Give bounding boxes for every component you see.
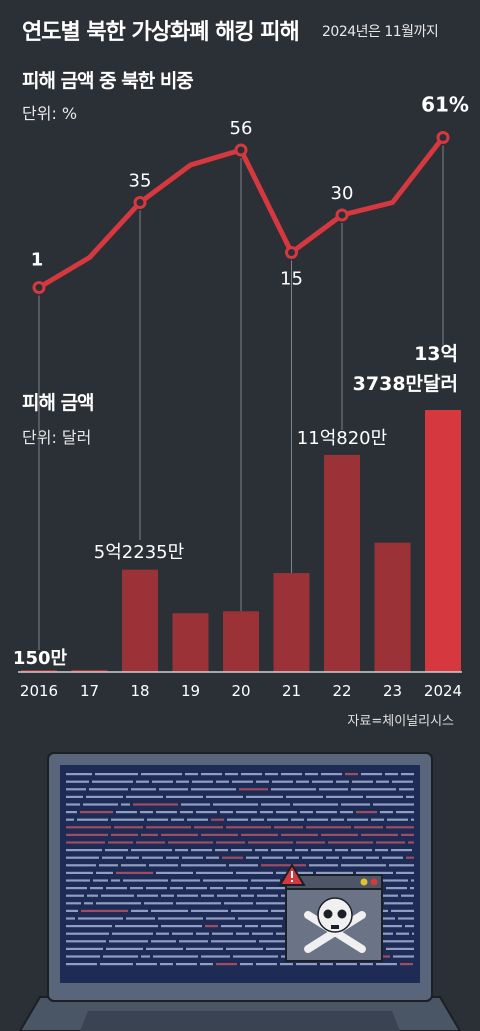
line-data-label: 61% <box>421 93 469 117</box>
bar-data-label: 5억2235만 <box>94 542 184 563</box>
line-chart-title: 피해 금액 중 북한 비중 <box>22 70 194 92</box>
x-tick-label: 22 <box>332 682 351 700</box>
line-data-label: 1 <box>31 250 44 271</box>
bar-chart-title: 피해 금액 <box>22 392 95 414</box>
x-tick-label: 2016 <box>20 682 58 700</box>
x-tick-label: 21 <box>282 682 301 700</box>
x-tick-label: 20 <box>231 682 250 700</box>
warning-icon <box>278 863 306 886</box>
line-data-label: 35 <box>129 171 152 192</box>
bar-22 <box>324 454 360 672</box>
x-tick-label: 17 <box>80 682 99 700</box>
skull-icon <box>285 874 383 962</box>
x-tick-label: 18 <box>130 682 149 700</box>
bar-21 <box>273 573 310 672</box>
line-point-2024 <box>436 131 450 144</box>
line-point-2016 <box>32 281 46 294</box>
hacking-damage-chart: 2016 17 18 19 20 21 22 23 2024 1 35 56 15 30 61% 150만 5억… <box>13 93 469 701</box>
bar-23 <box>374 542 411 672</box>
line-data-label: 30 <box>331 183 354 204</box>
line-data-label: 15 <box>280 269 303 290</box>
x-tick-label: 23 <box>383 682 402 700</box>
bar-data-label: 11억820만 <box>297 428 387 449</box>
bar-data-label: 13억 <box>414 343 458 365</box>
x-tick-label: 19 <box>181 682 200 700</box>
bar-20 <box>223 611 259 672</box>
laptop-hacked-illustration <box>18 752 462 1031</box>
bar-19 <box>172 613 209 672</box>
bar-17 <box>71 669 108 672</box>
x-tick-label: 2024 <box>424 682 462 700</box>
bar-data-label: 3738만달러 <box>353 373 458 395</box>
bar-data-label: 150만 <box>13 648 68 669</box>
line-data-label: 56 <box>230 118 253 139</box>
line-chart-unit: 단위: % <box>22 104 78 123</box>
bar-18 <box>122 569 158 672</box>
line-point-2018 <box>133 196 147 209</box>
page-title: 연도별 북한 가상화폐 해킹 피해 <box>22 20 300 45</box>
line-point-2021 <box>285 246 298 259</box>
source-credit: 자료=체이널리시스 <box>347 714 454 729</box>
period-note: 2024년은 11월까지 <box>322 24 439 40</box>
line-point-2022 <box>335 208 349 222</box>
bar-2016 <box>21 670 57 672</box>
line-point-2020 <box>234 143 248 157</box>
bar-2024 <box>425 410 461 672</box>
